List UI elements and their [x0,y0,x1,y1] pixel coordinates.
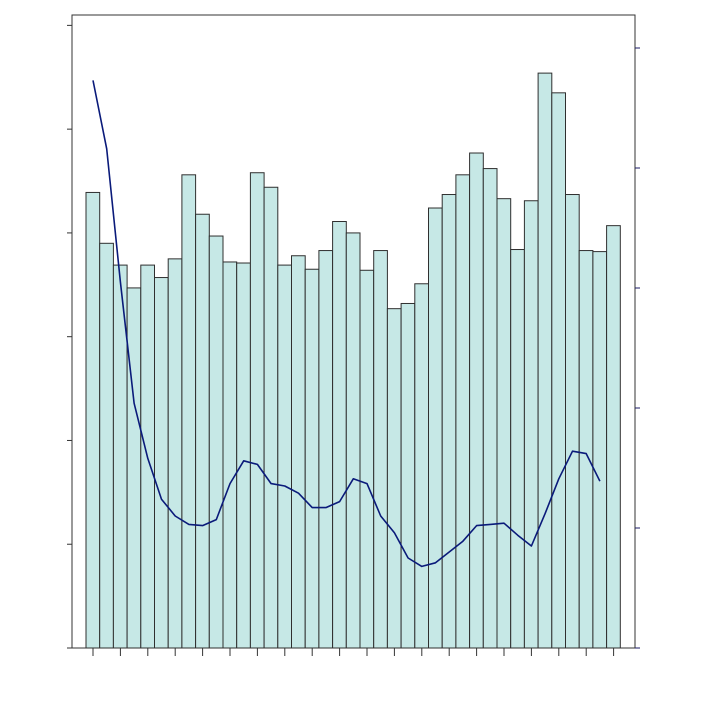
bar [345,232,361,649]
bar [496,198,512,649]
bar [291,255,306,649]
bar [85,191,101,649]
bar [359,269,375,649]
bar [126,287,142,649]
bar [455,174,471,649]
bar [606,225,621,649]
bar [373,250,388,649]
series-line [92,80,601,568]
bars-layer [85,72,621,649]
bar [263,186,279,649]
bar [523,200,539,649]
bar [565,194,580,649]
bar [249,172,265,649]
bar [578,250,594,649]
bar [99,242,114,649]
bar [414,283,429,649]
bar [592,251,608,649]
bar [222,261,238,649]
bar [236,262,251,649]
bar [469,152,484,649]
bar [208,235,224,649]
bar [195,213,210,649]
bar [167,258,183,649]
bar [482,168,498,649]
bar [428,207,443,649]
bar [304,268,320,649]
bar [277,264,292,649]
bar [537,72,553,649]
bar [181,174,197,649]
bar [332,221,347,649]
bar [386,308,402,649]
axes-layer [67,24,640,656]
bar [318,250,334,649]
line-layer [92,80,601,568]
bar [510,249,525,649]
bar [441,194,457,649]
bar [400,302,416,649]
bar [154,277,169,649]
bar [551,92,566,649]
